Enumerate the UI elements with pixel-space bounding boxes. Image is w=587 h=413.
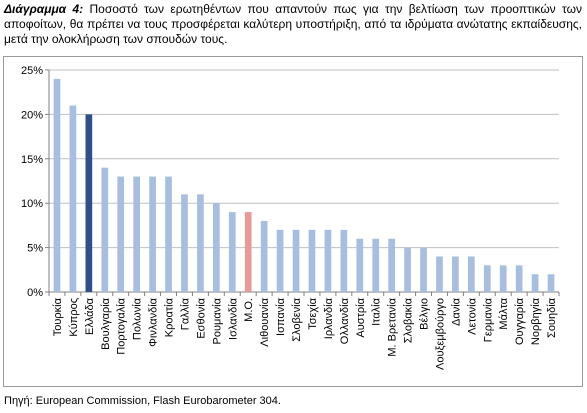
bar — [149, 176, 156, 292]
chart-container: 0% 5% 10% 15% 20% 25% Τουρκία Κύπρος Ελλάδα Βουλγ… — [3, 56, 583, 387]
bar — [467, 256, 475, 292]
x-tick-label: Λετονία — [466, 297, 478, 335]
y-tick-label: 20% — [21, 109, 43, 121]
bar — [356, 238, 364, 292]
bar — [436, 256, 443, 292]
x-tick-label: Ολλανδία — [339, 297, 351, 344]
x-tick-label: Αυστρία — [355, 297, 367, 337]
y-tick-label: 0% — [27, 287, 43, 299]
bar — [531, 274, 539, 292]
bar — [483, 265, 491, 292]
figure-caption-text: Ποσοστό των ερωτηθέντων που απαντούν πως… — [4, 2, 582, 46]
bar — [53, 78, 61, 292]
bar — [308, 229, 316, 292]
bar — [452, 256, 459, 292]
bar — [292, 229, 300, 292]
x-tick-label: Γερμανία — [482, 297, 494, 342]
x-tick-label: Ελλάδα — [84, 297, 96, 335]
y-tick-label: 25% — [21, 65, 43, 77]
x-tick-label: Πολωνία — [132, 297, 144, 340]
bar — [228, 212, 236, 292]
figure-label: Διάγραμμα 4: — [4, 2, 84, 16]
bar — [420, 247, 427, 292]
x-tick-label: Ισπανία — [275, 297, 287, 336]
bar — [547, 274, 555, 292]
bar — [515, 265, 523, 292]
bar — [85, 114, 93, 293]
x-tick-label: Σουηδία — [546, 297, 558, 338]
y-tick-label: 5% — [27, 243, 43, 255]
bar — [165, 176, 172, 292]
x-tick-label: Ρουμανία — [211, 297, 223, 344]
x-tick-label: Ισλανδία — [227, 297, 239, 340]
x-tick-label: Νορβηγία — [530, 297, 542, 345]
x-tick-label: Μ.Ο. — [243, 298, 255, 322]
y-tick-label: 15% — [21, 154, 43, 166]
x-tick-label: Γαλλία — [179, 297, 191, 330]
bar — [340, 229, 348, 292]
x-tick-label: Εσθονία — [195, 297, 207, 338]
x-tick-label: Ιταλία — [371, 297, 383, 326]
bar — [499, 265, 507, 292]
x-tick-label: Βουλγαρία — [100, 297, 112, 350]
x-tick-label: Κύπρος — [68, 298, 80, 337]
x-tick-label: Δανία — [450, 297, 462, 326]
x-tick-label: Λουξεμβούργο — [434, 298, 446, 370]
source-note: Πηγή: European Commission, Flash Eurobar… — [4, 395, 281, 407]
bar — [133, 176, 141, 292]
x-tick-label: Ιρλανδία — [323, 297, 335, 339]
x-tick-label: Σλοβακία — [403, 297, 415, 343]
bar — [197, 194, 204, 292]
x-tick-label: Μάλτα — [498, 297, 510, 329]
bar — [388, 238, 396, 292]
x-tick-label: Πορτογαλία — [116, 297, 128, 354]
bar — [212, 203, 220, 292]
x-tick-label: Τσεχία — [307, 297, 319, 329]
x-tick-label: Βέλγιο — [419, 298, 431, 330]
x-tick-label: Ουγγαρία — [514, 297, 526, 345]
y-tick-label: 10% — [21, 198, 43, 210]
bar — [69, 105, 77, 292]
bar — [276, 229, 284, 292]
bar-chart: 0% 5% 10% 15% 20% 25% Τουρκία Κύπρος Ελλάδα Βουλγ… — [21, 65, 560, 370]
bar — [372, 238, 380, 292]
bar — [117, 176, 125, 292]
x-tick-label: Σλοβενία — [291, 297, 303, 341]
x-tick-label: Λιθουανία — [259, 297, 271, 346]
bar — [404, 247, 411, 292]
figure-caption: Διάγραμμα 4: Ποσοστό των ερωτηθέντων που… — [4, 2, 582, 47]
bar — [324, 229, 332, 292]
x-tick-label: Τουρκία — [52, 297, 64, 336]
x-tick-label: Φινλανδία — [148, 297, 160, 346]
x-tick-label: Μ. Βρετανία — [387, 297, 399, 356]
bar — [260, 220, 268, 292]
bar — [101, 167, 109, 292]
bar — [181, 194, 188, 292]
x-tick-label: Κροατία — [164, 297, 176, 337]
bar — [244, 212, 252, 292]
